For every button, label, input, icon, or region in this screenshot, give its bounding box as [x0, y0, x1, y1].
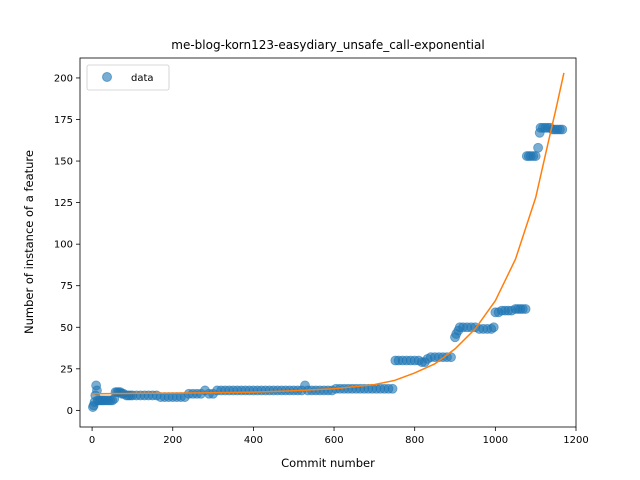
y-tick-label: 0 [67, 406, 73, 417]
x-tick-label: 600 [325, 435, 344, 446]
y-axis: 0 25 50 75 100 125 150 175 200 [54, 73, 80, 417]
plot-frame [79, 57, 577, 428]
y-tick-label: 100 [54, 240, 73, 251]
data-points [88, 122, 568, 412]
x-tick-label: 1200 [563, 435, 588, 446]
data-point [387, 383, 398, 394]
legend-box [86, 64, 170, 91]
x-tick-label: 200 [163, 435, 182, 446]
chart-title: me-blog-korn123-easydiary_unsafe_call-ex… [171, 38, 484, 52]
y-tick-label: 150 [54, 157, 73, 168]
y-tick-label: 25 [60, 364, 73, 375]
x-tick-label: 0 [89, 435, 95, 446]
x-axis-label: Commit number [281, 456, 375, 470]
data-point [557, 124, 568, 135]
data-point [530, 151, 541, 161]
y-tick-label: 175 [54, 115, 73, 126]
data-point [488, 322, 499, 333]
y-tick-label: 75 [60, 281, 73, 292]
fit-line-group [92, 72, 565, 395]
data-point [533, 142, 543, 153]
y-axis-label: Number of instance of a feature [22, 150, 36, 334]
legend-marker-data [102, 72, 112, 82]
x-axis: 0 200 400 600 800 1000 1200 [89, 427, 589, 446]
legend: data [86, 64, 170, 91]
y-tick-label: 200 [54, 73, 73, 84]
data-point [92, 385, 102, 396]
data-point [520, 304, 531, 314]
y-tick-label: 50 [60, 323, 73, 334]
y-tick-label: 125 [54, 198, 73, 209]
fit-line [92, 72, 565, 395]
x-tick-label: 1000 [483, 435, 508, 446]
plot-area [79, 57, 577, 428]
x-tick-label: 400 [244, 435, 263, 446]
x-tick-label: 800 [405, 435, 424, 446]
legend-label-data: data [131, 73, 154, 84]
